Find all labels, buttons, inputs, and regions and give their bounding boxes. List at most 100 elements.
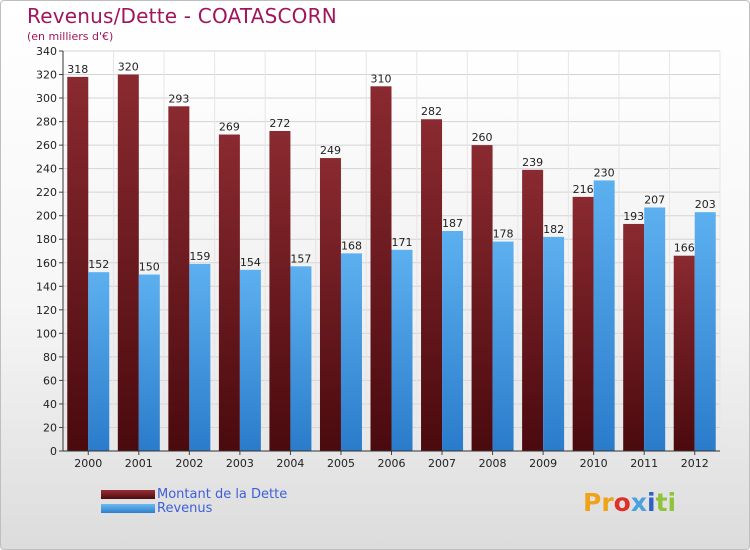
data-label-revenue: 152 [88, 258, 109, 271]
data-label-revenue: 154 [240, 256, 261, 269]
bar-debt [269, 131, 291, 451]
y-tick-label: 280 [36, 116, 57, 129]
y-tick-label: 200 [36, 210, 57, 223]
data-label-revenue: 207 [644, 193, 665, 206]
y-tick-label: 320 [36, 69, 57, 82]
bar-debt [117, 74, 139, 451]
x-tick-label: 2001 [125, 457, 153, 470]
data-label-revenue: 159 [189, 250, 210, 263]
y-tick-label: 220 [36, 186, 57, 199]
y-tick-label: 20 [43, 421, 57, 434]
bar-debt [421, 119, 443, 451]
bar-debt [168, 106, 190, 451]
data-label-debt: 260 [472, 131, 493, 144]
data-label-debt: 166 [674, 242, 695, 255]
data-label-debt: 272 [269, 117, 290, 130]
y-tick-label: 140 [36, 280, 57, 293]
y-tick-label: 120 [36, 304, 57, 317]
bar-revenue [290, 266, 312, 451]
data-label-debt: 318 [67, 63, 88, 76]
data-label-debt: 193 [623, 210, 644, 223]
bar-revenue [442, 231, 464, 451]
data-label-debt: 269 [219, 121, 240, 134]
logo-part: o [613, 488, 631, 517]
data-label-revenue: 187 [442, 217, 463, 230]
bar-revenue [391, 249, 413, 451]
x-tick-label: 2012 [681, 457, 709, 470]
logo-part: x [630, 488, 647, 517]
data-label-revenue: 171 [392, 236, 413, 249]
data-label-debt: 310 [371, 72, 392, 85]
x-tick-label: 2009 [529, 457, 557, 470]
bar-debt [319, 158, 341, 451]
chart-title: Revenus/Dette - COATASCORN [27, 4, 337, 28]
y-tick-label: 260 [36, 139, 57, 152]
legend-item-debt: Montant de la Dette [101, 486, 288, 502]
legend-label-debt: Montant de la Dette [157, 486, 288, 502]
x-tick-label: 2011 [630, 457, 658, 470]
data-label-debt: 239 [522, 156, 543, 169]
bar-revenue [593, 180, 615, 452]
y-tick-label: 300 [36, 92, 57, 105]
data-label-revenue: 230 [594, 166, 615, 179]
bar-debt [370, 86, 392, 451]
x-tick-label: 2006 [378, 457, 406, 470]
data-label-revenue: 203 [695, 198, 716, 211]
y-tick-label: 100 [36, 327, 57, 340]
chart-subtitle: (en milliers d'€) [27, 30, 114, 43]
x-tick-label: 2007 [428, 457, 456, 470]
y-tick-label: 40 [43, 398, 57, 411]
y-tick-label: 0 [50, 445, 57, 458]
bar-debt [471, 145, 493, 451]
bar-debt [522, 169, 544, 451]
y-tick-label: 60 [43, 374, 57, 387]
bar-revenue [340, 253, 362, 451]
data-label-revenue: 178 [493, 228, 514, 241]
x-tick-label: 2003 [226, 457, 254, 470]
data-label-revenue: 150 [139, 261, 160, 274]
x-tick-label: 2004 [276, 457, 304, 470]
x-tick-label: 2008 [479, 457, 507, 470]
data-label-debt: 249 [320, 144, 341, 157]
y-tick-label: 240 [36, 163, 57, 176]
bar-revenue [138, 274, 160, 451]
bar-revenue [694, 212, 716, 451]
x-tick-label: 2005 [327, 457, 355, 470]
legend: Montant de la Dette Revenus [101, 486, 288, 516]
y-tick-label: 160 [36, 257, 57, 270]
bar-revenue [189, 263, 211, 451]
legend-swatch-debt [101, 489, 155, 499]
bar-debt [218, 134, 240, 451]
legend-label-revenue: Revenus [157, 500, 213, 516]
x-tick-label: 2002 [175, 457, 203, 470]
data-label-revenue: 182 [543, 223, 564, 236]
bar-debt [673, 255, 695, 451]
data-label-debt: 293 [168, 92, 189, 105]
bar-revenue [239, 269, 261, 451]
bar-debt [572, 196, 594, 451]
data-label-debt: 216 [573, 183, 594, 196]
data-label-debt: 282 [421, 105, 442, 118]
bar-debt [67, 76, 89, 451]
logo-part: ti [655, 488, 677, 517]
bar-revenue [543, 236, 565, 451]
data-label-revenue: 168 [341, 239, 362, 252]
x-tick-label: 2010 [580, 457, 608, 470]
y-tick-label: 180 [36, 233, 57, 246]
proxiti-logo: Proxiti [583, 488, 676, 517]
logo-part: Pr [583, 488, 614, 517]
bar-revenue [644, 207, 666, 451]
data-label-revenue: 157 [290, 252, 311, 265]
y-tick-label: 80 [43, 351, 57, 364]
bar-revenue [492, 241, 514, 451]
legend-swatch-revenue [101, 503, 155, 513]
y-tick-label: 340 [36, 45, 57, 58]
bar-debt [623, 223, 645, 451]
bar-revenue [88, 272, 110, 451]
legend-item-revenue: Revenus [101, 500, 287, 516]
x-tick-label: 2000 [74, 457, 102, 470]
data-label-debt: 320 [118, 61, 139, 74]
logo-part: i [646, 488, 656, 517]
